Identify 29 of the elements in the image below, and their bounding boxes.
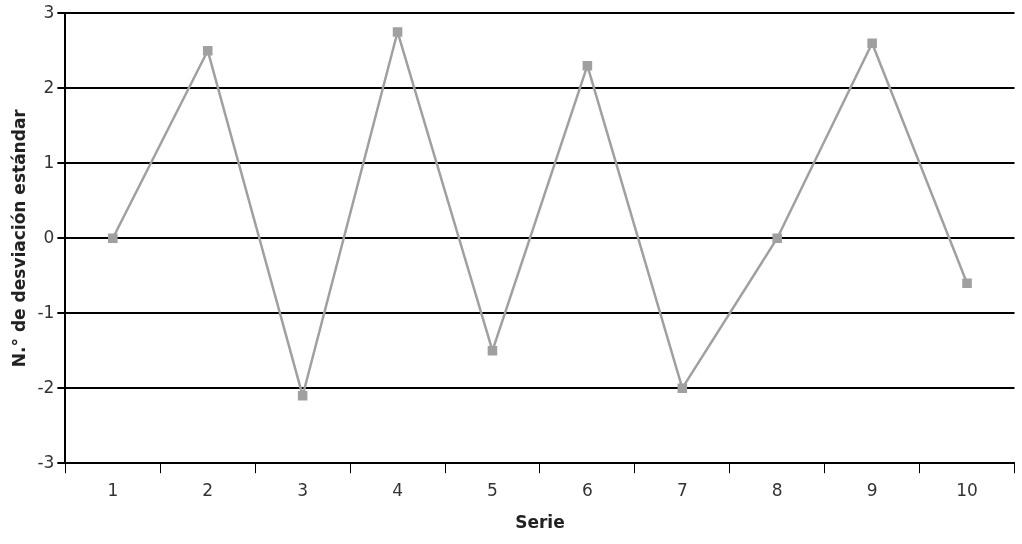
point: [108, 233, 118, 243]
x-tick-label: 7: [676, 479, 688, 500]
y-tick-label: -1: [37, 301, 55, 322]
point: [962, 278, 972, 288]
x-axis-title: Serie: [515, 512, 565, 533]
point: [297, 390, 308, 401]
x-tick-label: 5: [487, 479, 498, 500]
x-tick-label: 2: [202, 479, 214, 500]
x-tick-label: 9: [866, 479, 878, 500]
point: [582, 60, 593, 71]
y-tick-label: 3: [43, 1, 55, 22]
y-tick-label: 1: [43, 151, 55, 172]
y-tick-label: 0: [43, 226, 55, 247]
y-tick-label: -3: [37, 451, 55, 472]
point: [677, 383, 688, 393]
x-tick-label: 4: [392, 479, 403, 500]
y-tick-label: -2: [37, 376, 55, 397]
x-tick-label: 3: [297, 479, 309, 500]
point: [772, 233, 782, 243]
point: [392, 27, 403, 37]
y-axis-title: N.° de desviación estándar: [8, 108, 29, 368]
x-tick-label: 6: [581, 479, 593, 500]
y-tick-label: 2: [43, 76, 55, 97]
x-tick-label: 10: [956, 479, 978, 500]
x-tick-label: 1: [107, 479, 119, 500]
point: [487, 345, 498, 356]
point: [202, 45, 213, 56]
x-tick-label: 8: [771, 479, 783, 500]
point: [867, 38, 877, 48]
